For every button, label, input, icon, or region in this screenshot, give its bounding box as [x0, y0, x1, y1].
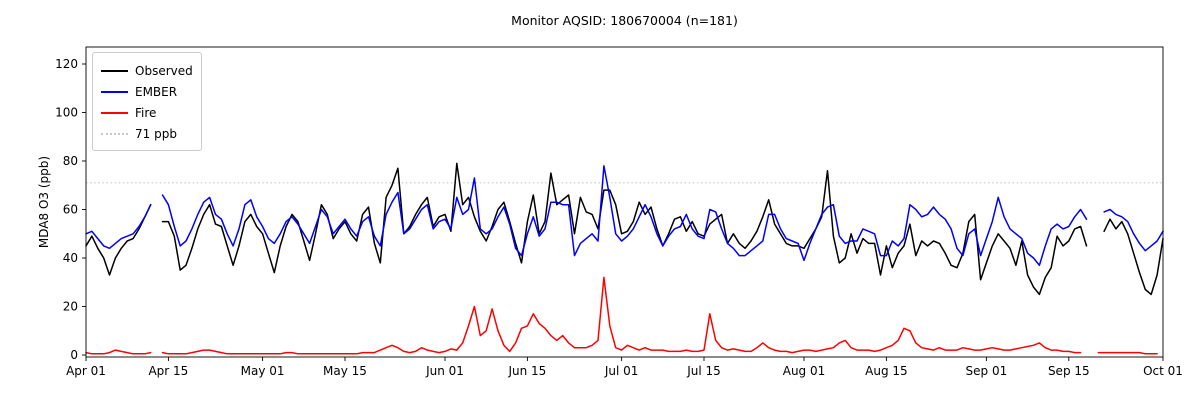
- legend-item-observed: Observed: [101, 60, 193, 81]
- legend-swatch-observed: [101, 69, 128, 72]
- legend-label-threshold: 71 ppb: [135, 126, 177, 141]
- x-tick-label: Apr 15: [148, 364, 188, 378]
- legend: Observed EMBER Fire 71 ppb: [92, 52, 202, 151]
- x-tick-label: Jun 01: [425, 364, 464, 378]
- y-tick-label: 60: [63, 203, 78, 217]
- legend-item-fire: Fire: [101, 102, 193, 123]
- x-tick-label: May 15: [323, 364, 367, 378]
- x-tick-label: Oct 01: [1143, 364, 1183, 378]
- y-tick-label: 40: [63, 251, 78, 265]
- x-tick-label: Aug 01: [783, 364, 826, 378]
- x-tick-label: Jun 15: [507, 364, 546, 378]
- y-tick-label: 80: [63, 154, 78, 168]
- observed-line: [85, 162, 1164, 296]
- legend-label-fire: Fire: [135, 105, 157, 120]
- legend-item-threshold: 71 ppb: [101, 123, 193, 144]
- y-tick-label: 0: [70, 348, 78, 362]
- y-tick-label: 100: [55, 106, 78, 120]
- x-tick-label: May 01: [241, 364, 285, 378]
- x-tick-label: Sep 01: [966, 364, 1008, 378]
- legend-label-ember: EMBER: [135, 84, 178, 99]
- chart-title: Monitor AQSID: 180670004 (n=181): [511, 13, 738, 28]
- x-tick-label: Aug 15: [865, 364, 908, 378]
- y-tick-label: 120: [55, 57, 78, 71]
- legend-item-ember: EMBER: [101, 81, 193, 102]
- x-tick-label: Jul 01: [604, 364, 639, 378]
- legend-swatch-threshold: [101, 132, 128, 135]
- y-tick-label: 20: [63, 300, 78, 314]
- legend-swatch-ember: [101, 90, 128, 93]
- axes-frame: [85, 46, 1164, 358]
- ember-line: [85, 165, 1164, 267]
- fire-line: [85, 276, 1158, 355]
- x-tick-label: Jul 15: [686, 364, 721, 378]
- legend-swatch-fire: [101, 111, 128, 114]
- x-tick-label: Apr 01: [66, 364, 106, 378]
- legend-label-observed: Observed: [135, 63, 193, 78]
- x-tick-label: Sep 15: [1048, 364, 1090, 378]
